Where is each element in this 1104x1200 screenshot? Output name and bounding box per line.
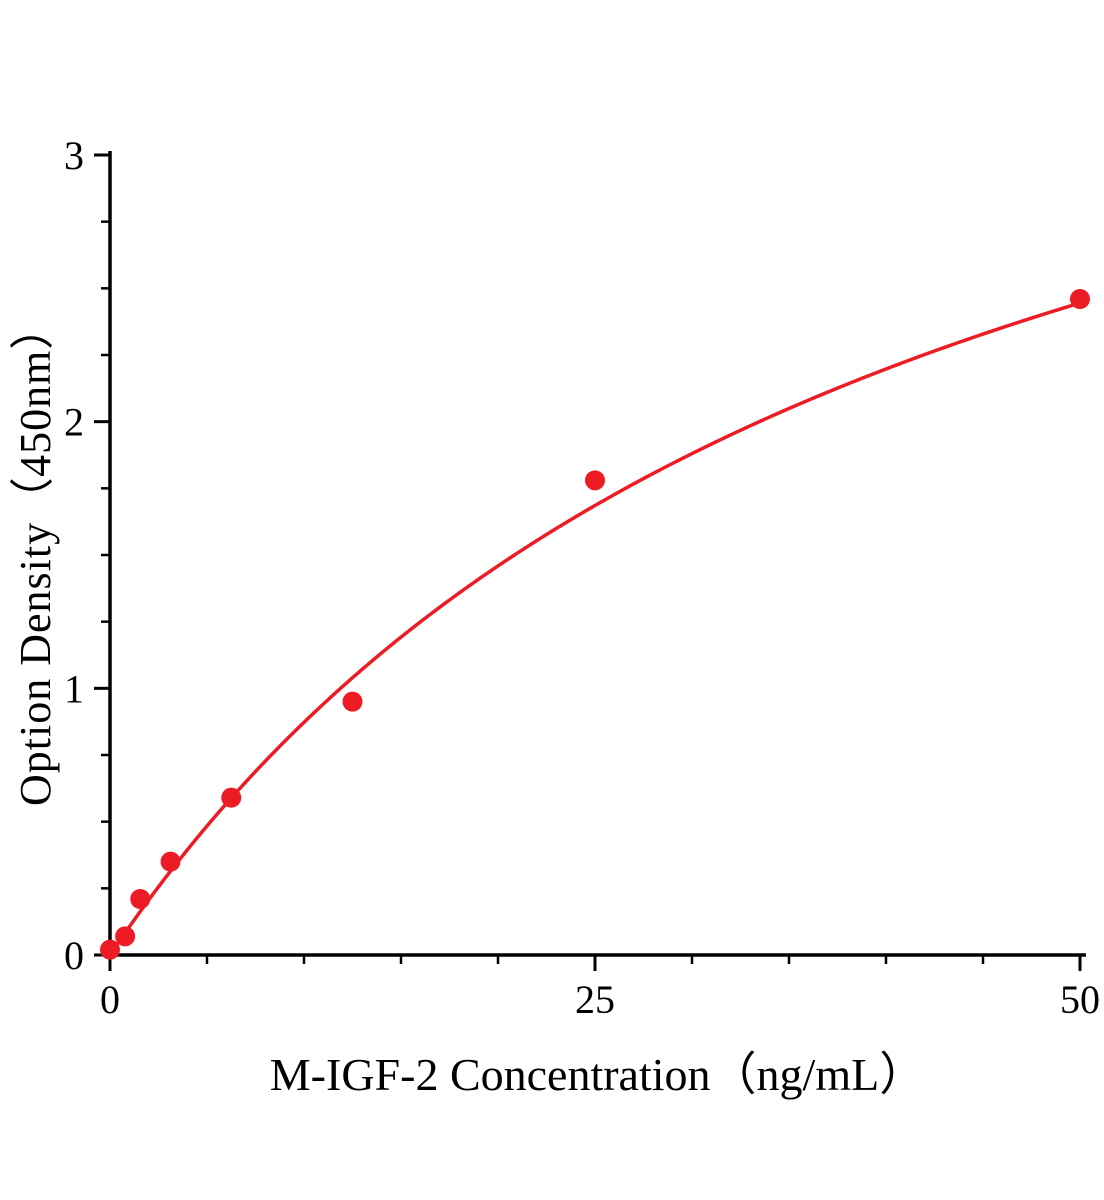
data-point — [115, 926, 136, 947]
y-tick-label: 1 — [64, 666, 84, 711]
y-tick-label: 0 — [64, 933, 84, 978]
x-tick-label: 25 — [575, 977, 615, 1022]
y-tick-label: 2 — [64, 400, 84, 445]
fit-curve — [108, 301, 1082, 957]
data-point — [342, 691, 363, 712]
y-tick-label: 3 — [64, 133, 84, 178]
data-point — [221, 787, 242, 808]
data-point — [1070, 289, 1090, 309]
data-point — [160, 851, 181, 872]
data-point — [100, 939, 120, 960]
axes — [108, 151, 1086, 957]
x-tick-label: 0 — [100, 977, 120, 1022]
x-axis-label: M-IGF-2 Concentration（ng/mL） — [269, 1049, 926, 1100]
x-tick-label: 50 — [1060, 977, 1100, 1022]
data-point — [130, 889, 151, 909]
y-axis-label: Option Density（450nm） — [11, 304, 60, 806]
data-point — [585, 470, 605, 491]
